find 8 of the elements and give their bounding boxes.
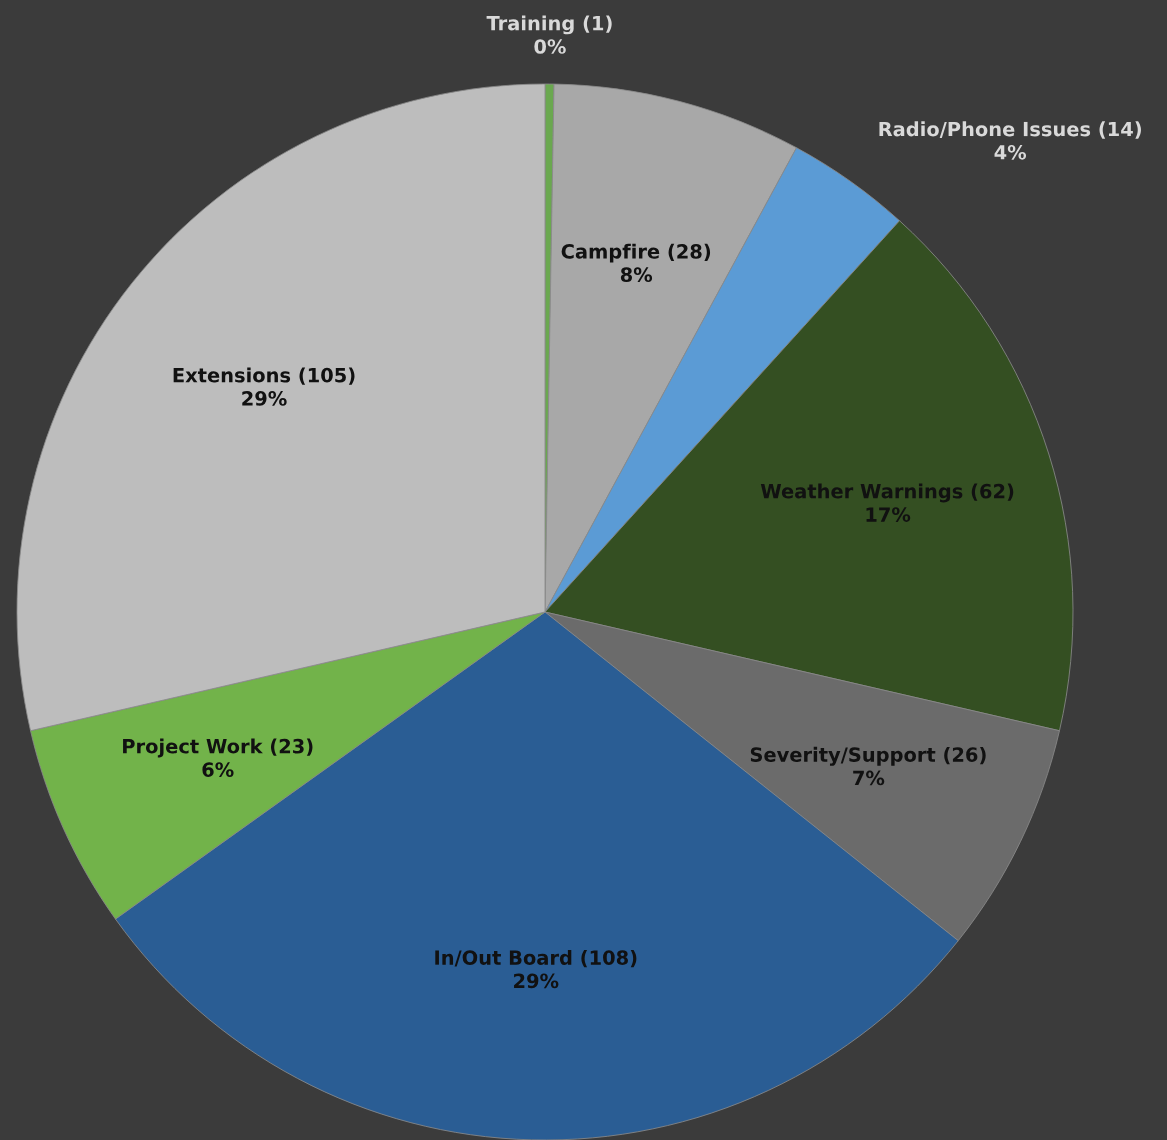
slice-label: Weather Warnings (62) 17% [760, 483, 1014, 522]
slice-label: Training (1) 0% [486, 15, 612, 54]
slice-label: Radio/Phone Issues (14) 4% [879, 121, 1141, 160]
slice-label: Extensions (105) 29% [173, 367, 355, 406]
slice-label: Severity/Support (26) 7% [750, 746, 986, 786]
slice-label: Campfire (28) 8% [561, 243, 711, 282]
slice-label: In/Out Board (108) 29% [435, 949, 637, 989]
slice-label: Project Work (23) 6% [123, 738, 313, 777]
